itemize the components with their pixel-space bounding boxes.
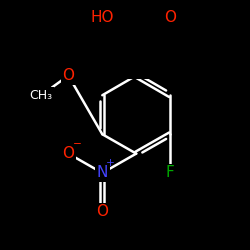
- Text: F: F: [166, 166, 174, 180]
- Text: +: +: [106, 158, 115, 168]
- Text: O: O: [164, 10, 176, 25]
- Text: N: N: [97, 166, 108, 180]
- Text: −: −: [72, 139, 81, 149]
- Text: O: O: [62, 68, 74, 83]
- Text: CH₃: CH₃: [30, 89, 53, 102]
- Text: O: O: [62, 146, 74, 161]
- Text: HO: HO: [90, 10, 114, 25]
- Text: O: O: [96, 204, 108, 220]
